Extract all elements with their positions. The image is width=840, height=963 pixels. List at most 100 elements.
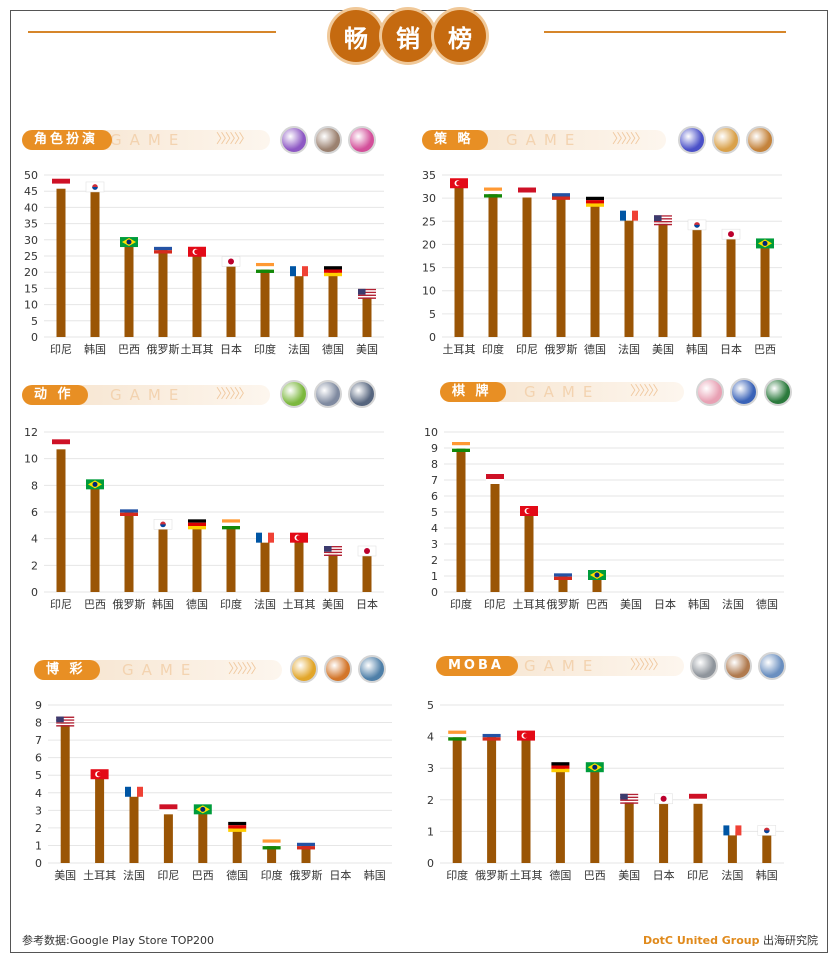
bar (726, 235, 736, 337)
flag-marker (620, 793, 639, 804)
y-tick-label: 10 (424, 426, 438, 439)
chevron-decoration: 〉〉〉〉〉〉 (228, 662, 263, 677)
y-tick-label: 5 (31, 315, 38, 328)
title-char-3: 榜 (434, 10, 486, 62)
panel-band-action: GAME (70, 385, 270, 405)
y-tick-label: 20 (422, 238, 436, 251)
x-tick-label: 日本 (356, 597, 378, 611)
flag-marker (520, 506, 538, 516)
bar (90, 187, 100, 337)
game-icon (314, 126, 342, 154)
game-icon (314, 380, 342, 408)
x-tick-label: 巴西 (84, 598, 106, 611)
bar (762, 831, 772, 863)
y-tick-label: 6 (31, 506, 38, 519)
panel-band-strategy: GAME (466, 130, 666, 150)
flag-marker (585, 762, 604, 773)
y-tick-label: 9 (431, 442, 438, 455)
x-tick-label: 法国 (722, 597, 744, 611)
game-icon (280, 380, 308, 408)
flag-marker (689, 793, 707, 804)
bar (158, 525, 168, 592)
flag-marker (687, 219, 707, 231)
y-tick-label: 25 (422, 215, 436, 228)
chevron-decoration: 〉〉〉〉〉〉 (216, 387, 251, 402)
x-tick-label: 印度 (261, 868, 283, 882)
flag-marker (56, 716, 75, 727)
chart-board: 0 1 2 3 4 5 6 7 8 9 10 印度 印尼 土耳其 俄罗斯 巴西 美国 日本 韩国 法国 德国 (424, 426, 784, 611)
x-tick-label: 印度 (220, 597, 242, 611)
x-tick-label: 美国 (652, 343, 674, 356)
x-tick-label: 美国 (356, 343, 378, 356)
y-tick-label: 10 (422, 285, 436, 298)
x-tick-label: 韩国 (364, 868, 386, 882)
y-tick-label: 2 (35, 822, 42, 835)
flag-marker (721, 228, 741, 240)
y-tick-label: 8 (35, 717, 42, 730)
flag-marker (756, 238, 774, 249)
bar (60, 722, 70, 863)
y-tick-label: 5 (35, 769, 42, 782)
x-tick-label: 俄罗斯 (545, 343, 578, 356)
game-icon (764, 378, 792, 406)
game-icon (724, 652, 752, 680)
y-tick-label: 8 (431, 458, 438, 471)
bar (163, 810, 173, 863)
y-tick-label: 4 (431, 522, 438, 535)
flag-marker (256, 532, 274, 543)
y-tick-label: 1 (35, 839, 42, 852)
bar (328, 552, 338, 592)
game-icon (712, 126, 740, 154)
chevron-decoration: 〉〉〉〉〉〉 (216, 132, 251, 147)
flag-marker (188, 246, 206, 257)
bar (558, 576, 568, 592)
chevron-decoration: 〉〉〉〉〉〉 (630, 658, 665, 673)
bar (592, 576, 602, 592)
bar (590, 768, 600, 863)
chevron-decoration: 〉〉〉〉〉〉 (612, 132, 647, 147)
x-tick-label: 法国 (288, 342, 310, 356)
y-tick-label: 45 (24, 185, 38, 198)
y-tick-label: 1 (427, 825, 434, 838)
game-icon (696, 378, 724, 406)
bar (90, 485, 100, 592)
game-icon (730, 378, 758, 406)
title-divider-left (28, 31, 276, 33)
brand-credit: DotC United Group 出海研究院 (643, 932, 818, 948)
x-tick-label: 土耳其 (283, 598, 316, 611)
panel-band-moba: GAME (484, 656, 684, 676)
y-tick-label: 25 (24, 250, 38, 263)
x-tick-label: 印度 (446, 868, 468, 882)
x-tick-label: 印尼 (157, 869, 179, 882)
bar (192, 525, 202, 592)
bar (658, 221, 668, 337)
flag-marker (159, 804, 178, 815)
bar (556, 195, 566, 337)
flag-marker (290, 266, 308, 277)
game-icon (678, 126, 706, 154)
x-tick-label: 印度 (450, 597, 472, 611)
flag-marker (324, 546, 342, 556)
bar (294, 272, 304, 337)
panel-band-board: GAME (484, 382, 684, 402)
panel-label-strategy: 策 略 (422, 130, 488, 150)
bar (555, 768, 565, 863)
chart-action: 0 2 4 6 8 10 12 印尼 巴西 俄罗斯 韩国 德国 印度 法国 土耳其 美国 日本 (24, 426, 384, 611)
y-tick-label: 2 (427, 794, 434, 807)
x-tick-label: 土耳其 (443, 343, 476, 356)
panel-label-action: 动 作 (22, 385, 88, 405)
panel-label-casino: 博 彩 (34, 660, 100, 680)
bar (456, 448, 466, 592)
y-tick-label: 40 (24, 201, 38, 214)
x-tick-label: 俄罗斯 (475, 869, 508, 882)
y-tick-label: 0 (35, 857, 42, 870)
flag-marker (256, 262, 274, 273)
x-tick-label: 印度 (254, 342, 276, 356)
flag-marker (153, 519, 173, 530)
y-tick-label: 9 (35, 699, 42, 712)
bar (590, 202, 600, 337)
bar (95, 775, 105, 863)
bar (226, 262, 236, 337)
y-tick-label: 4 (31, 533, 38, 546)
bar (760, 244, 770, 337)
